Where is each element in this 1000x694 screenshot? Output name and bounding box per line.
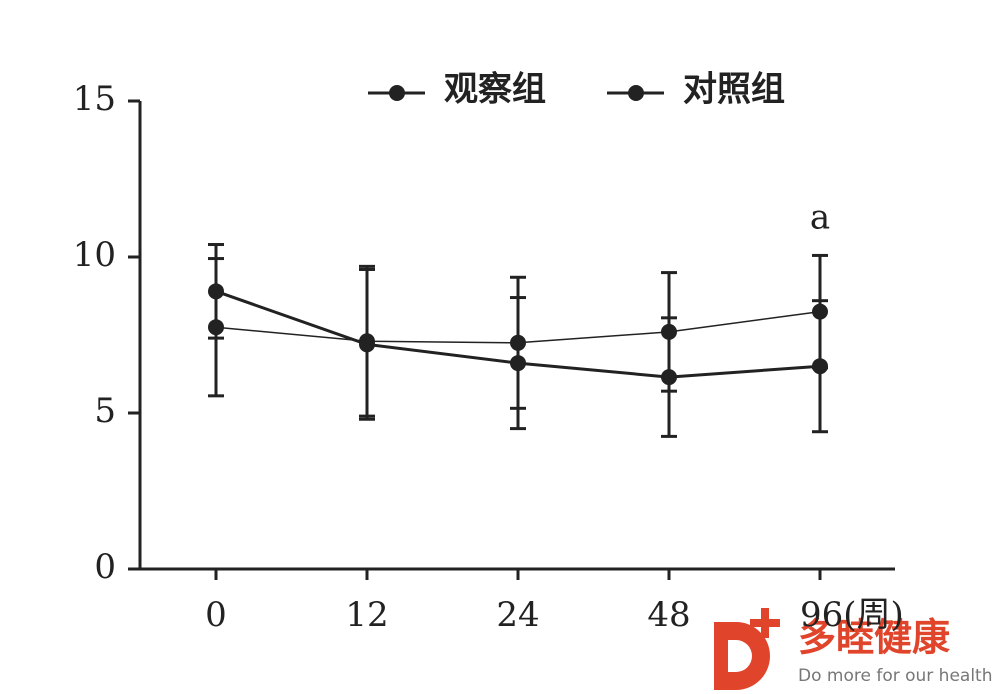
x-tick-label: 24 [496,595,539,635]
annotation: a [810,198,830,238]
logo-brand: 多睦健康 [798,616,950,660]
y-tick-label: 10 [73,235,116,275]
data-point [661,323,677,340]
data-point [359,333,375,350]
x-tick-label: 48 [647,595,690,635]
data-point [812,303,828,320]
logo: 多睦健康 Do more for our health [714,608,993,690]
logo-icon [714,622,770,690]
data-point [510,334,526,351]
legend-label: 对照组 [683,70,785,110]
x-tick-label: 12 [345,595,388,635]
legend-label: 观察组 [444,70,546,110]
x-tick-label: 0 [205,595,227,635]
data-point [208,319,224,336]
legend-marker [389,85,405,101]
legend-marker [628,85,644,101]
logo-plus [750,619,780,627]
x-tick-label: 96(周) [800,595,904,635]
logo-slogan: Do more for our health [798,666,993,686]
y-tick-label: 15 [73,79,116,119]
y-tick-label: 5 [94,391,116,431]
y-tick-label: 0 [94,547,116,587]
